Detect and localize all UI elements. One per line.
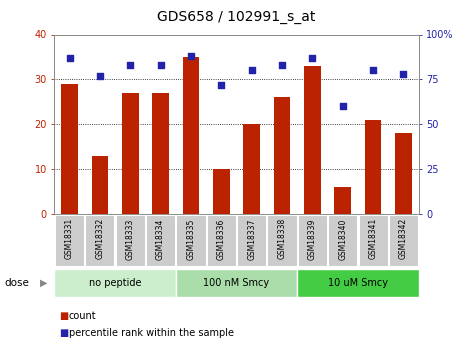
Point	[248, 68, 255, 73]
Text: GSM18336: GSM18336	[217, 218, 226, 259]
FancyBboxPatch shape	[328, 215, 357, 266]
Text: 10 uM Smcy: 10 uM Smcy	[328, 278, 388, 288]
FancyBboxPatch shape	[176, 269, 297, 297]
FancyBboxPatch shape	[54, 269, 176, 297]
Bar	[274, 97, 290, 214]
Point	[157, 62, 165, 68]
Point	[400, 71, 407, 77]
Bar	[243, 124, 260, 214]
Bar	[92, 156, 108, 214]
Text: dose: dose	[5, 278, 30, 288]
Text: ▶: ▶	[40, 278, 48, 288]
FancyBboxPatch shape	[85, 215, 114, 266]
Text: no peptide: no peptide	[89, 278, 141, 288]
Text: GSM18337: GSM18337	[247, 218, 256, 259]
Text: GSM18342: GSM18342	[399, 218, 408, 259]
Text: count: count	[69, 311, 96, 321]
Point	[66, 55, 73, 61]
FancyBboxPatch shape	[298, 215, 327, 266]
Text: GSM18332: GSM18332	[96, 218, 105, 259]
Text: GSM18334: GSM18334	[156, 218, 165, 259]
FancyBboxPatch shape	[207, 215, 236, 266]
FancyBboxPatch shape	[389, 215, 418, 266]
Text: GDS658 / 102991_s_at: GDS658 / 102991_s_at	[158, 10, 315, 24]
FancyBboxPatch shape	[237, 215, 266, 266]
FancyBboxPatch shape	[55, 215, 84, 266]
Text: 100 nM Smcy: 100 nM Smcy	[203, 278, 270, 288]
Text: GSM18339: GSM18339	[308, 218, 317, 259]
Point	[126, 62, 134, 68]
Point	[369, 68, 377, 73]
Point	[308, 55, 316, 61]
Text: GSM18341: GSM18341	[368, 218, 377, 259]
Bar	[365, 120, 381, 214]
Bar	[334, 187, 351, 214]
Point	[278, 62, 286, 68]
Bar	[304, 66, 321, 214]
FancyBboxPatch shape	[146, 215, 175, 266]
Text: GSM18335: GSM18335	[186, 218, 195, 259]
Point	[339, 104, 347, 109]
Text: GSM18331: GSM18331	[65, 218, 74, 259]
Bar	[213, 169, 230, 214]
Point	[218, 82, 225, 88]
FancyBboxPatch shape	[176, 215, 206, 266]
FancyBboxPatch shape	[359, 215, 388, 266]
FancyBboxPatch shape	[116, 215, 145, 266]
Text: percentile rank within the sample: percentile rank within the sample	[69, 328, 234, 338]
Text: GSM18338: GSM18338	[278, 218, 287, 259]
Bar	[152, 93, 169, 214]
Text: GSM18340: GSM18340	[338, 218, 347, 259]
Point	[96, 73, 104, 79]
Text: ■: ■	[59, 311, 69, 321]
Bar	[122, 93, 139, 214]
FancyBboxPatch shape	[297, 269, 419, 297]
Text: ■: ■	[59, 328, 69, 338]
Bar	[61, 84, 78, 214]
Point	[187, 53, 195, 59]
Bar	[183, 57, 199, 214]
Bar	[395, 133, 412, 214]
FancyBboxPatch shape	[267, 215, 297, 266]
Text: GSM18333: GSM18333	[126, 218, 135, 259]
